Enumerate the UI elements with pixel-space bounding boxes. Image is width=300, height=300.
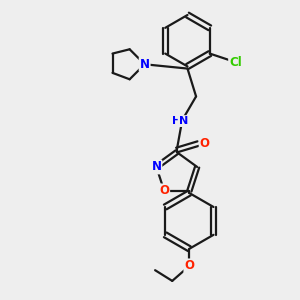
Text: O: O	[200, 137, 210, 150]
Text: O: O	[159, 184, 169, 197]
Text: N: N	[178, 116, 188, 126]
Text: O: O	[184, 260, 194, 272]
Text: H: H	[172, 116, 182, 126]
Text: Cl: Cl	[229, 56, 242, 69]
Text: N: N	[152, 160, 161, 173]
Text: N: N	[140, 58, 150, 71]
